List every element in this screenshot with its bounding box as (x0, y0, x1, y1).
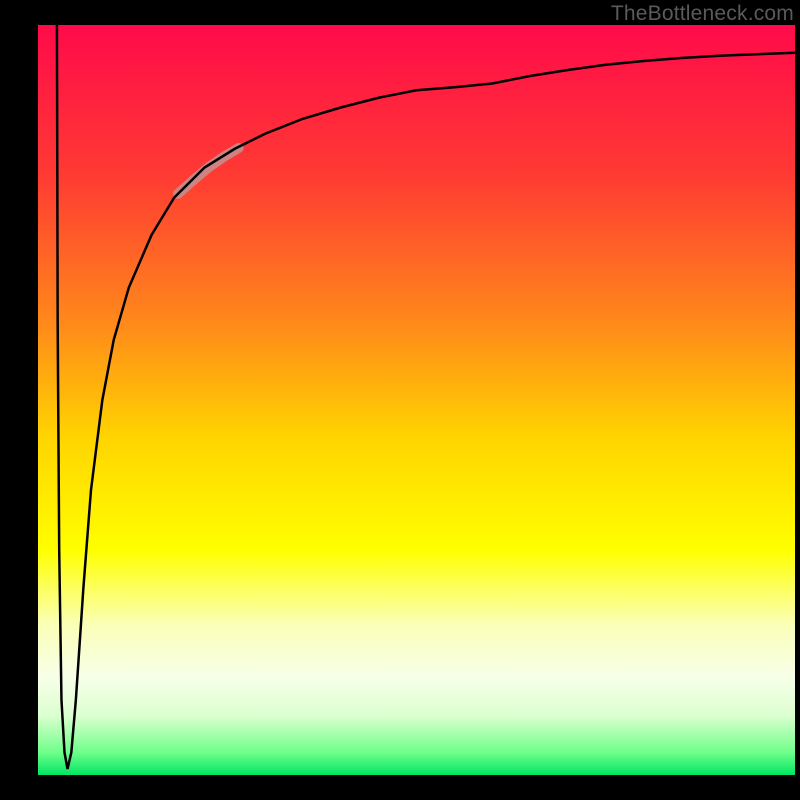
plot-area (38, 25, 795, 775)
highlight-segment (178, 148, 239, 194)
curve-layer (38, 25, 795, 775)
watermark-text: TheBottleneck.com (611, 2, 794, 26)
main-curve (57, 25, 795, 769)
